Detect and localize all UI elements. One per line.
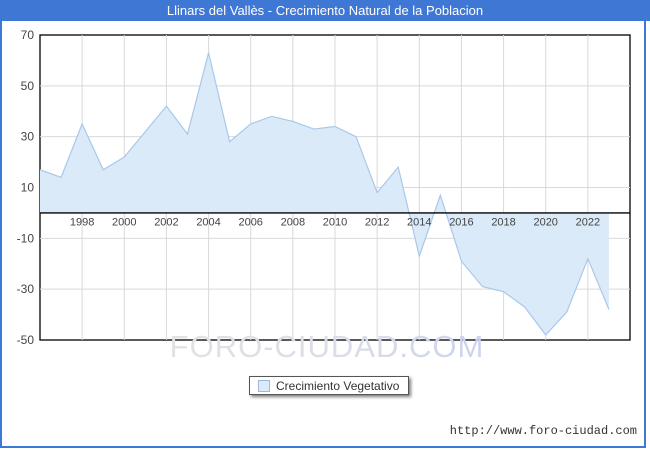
svg-text:-10: -10 <box>17 231 35 245</box>
svg-text:2000: 2000 <box>112 216 136 228</box>
svg-text:2014: 2014 <box>407 216 431 228</box>
svg-text:2004: 2004 <box>196 216 220 228</box>
svg-text:2002: 2002 <box>154 216 178 228</box>
svg-text:2008: 2008 <box>281 216 305 228</box>
svg-text:2022: 2022 <box>576 216 600 228</box>
svg-text:1998: 1998 <box>70 216 94 228</box>
svg-text:2016: 2016 <box>449 216 473 228</box>
svg-text:10: 10 <box>21 181 35 195</box>
svg-text:2020: 2020 <box>533 216 557 228</box>
svg-text:50: 50 <box>21 79 35 93</box>
svg-text:2012: 2012 <box>365 216 389 228</box>
svg-text:FORO-CIUDAD.COM: FORO-CIUDAD.COM <box>170 329 485 364</box>
svg-text:-30: -30 <box>17 282 35 296</box>
svg-text:30: 30 <box>21 130 35 144</box>
svg-text:2006: 2006 <box>238 216 262 228</box>
svg-text:2010: 2010 <box>323 216 347 228</box>
svg-text:-50: -50 <box>17 333 35 347</box>
svg-text:2018: 2018 <box>491 216 515 228</box>
svg-text:70: 70 <box>21 28 35 42</box>
